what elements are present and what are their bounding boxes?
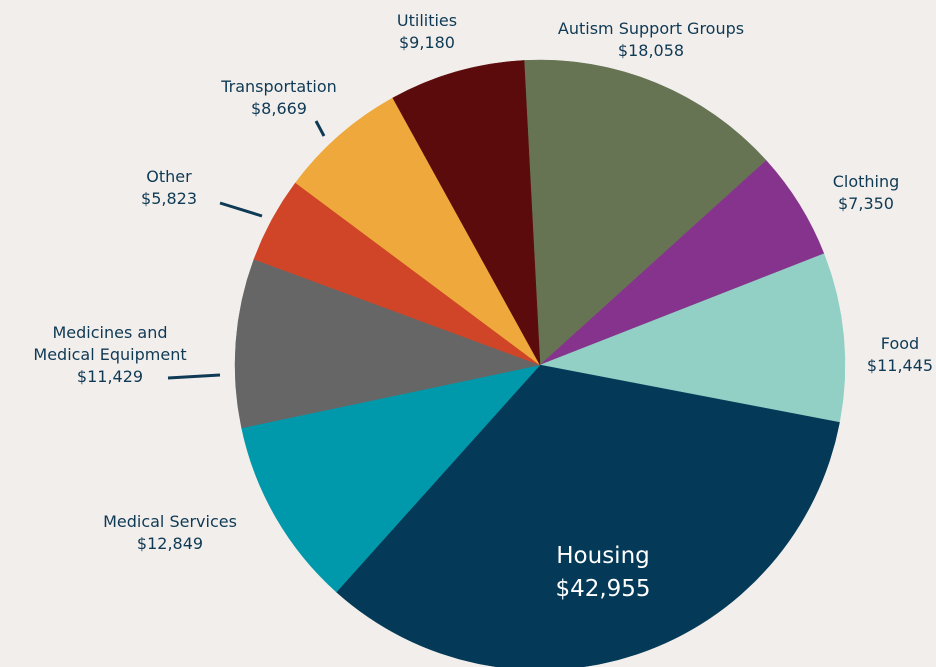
pie-slice <box>523 59 767 366</box>
slice-label: Transportation $8,669 <box>221 76 337 120</box>
value-label: $11,429 <box>76 367 144 386</box>
value-label: $5,823 <box>141 189 197 208</box>
slice-label: Clothing $7,350 <box>833 171 900 215</box>
slice-label: Autism Support Groups $18,058 <box>558 18 744 62</box>
slice-label: Medicines and Medical Equipment $11,429 <box>33 322 186 388</box>
pie-slice <box>295 97 541 366</box>
category-label: Medical Services <box>103 512 237 531</box>
slice-label: Other $5,823 <box>141 166 197 210</box>
slice-label: Medical Services $12,849 <box>103 511 237 555</box>
category-label: Other <box>146 167 192 186</box>
pie-slice <box>336 364 840 667</box>
pie-slice <box>241 364 541 593</box>
value-label: $12,849 <box>136 534 204 553</box>
value-label: $11,445 <box>866 356 934 375</box>
value-label: $42,955 <box>555 576 651 602</box>
leader-line <box>167 373 221 380</box>
value-label: $9,180 <box>399 33 455 52</box>
pie <box>234 59 846 667</box>
value-label: $7,350 <box>838 194 894 213</box>
slice-label: Housing $42,955 <box>555 540 650 606</box>
leader-line <box>219 201 263 218</box>
category-label: Food <box>880 334 920 353</box>
category-label: Transportation <box>221 77 337 96</box>
category-label: Medicines and Medical Equipment <box>33 323 187 364</box>
pie-slice <box>539 253 846 423</box>
value-label: $18,058 <box>617 41 685 60</box>
slice-label: Food $11,445 <box>867 333 933 377</box>
leader-line <box>314 120 326 137</box>
category-label: Clothing <box>832 172 900 191</box>
slice-label: Utilities $9,180 <box>397 10 457 54</box>
value-label: $8,669 <box>251 99 307 118</box>
category-label: Utilities <box>396 11 458 30</box>
category-label: Autism Support Groups <box>557 19 745 38</box>
pie-slice <box>392 60 541 366</box>
category-label: Housing <box>556 543 650 569</box>
pie-slice <box>234 258 541 429</box>
